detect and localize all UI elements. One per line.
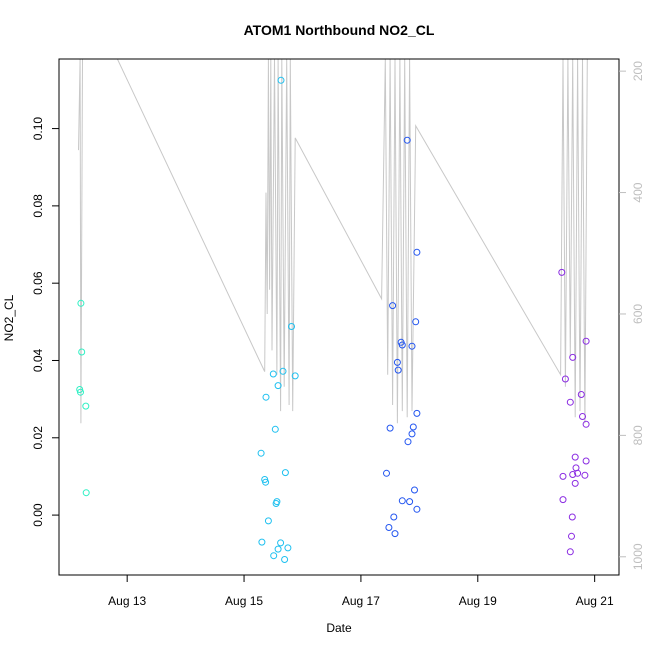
data-point bbox=[383, 469, 390, 477]
x-tick-label: Aug 21 bbox=[576, 594, 614, 608]
data-point bbox=[398, 341, 406, 349]
y-tick-label: 0.10 bbox=[31, 117, 45, 141]
data-point bbox=[262, 478, 270, 486]
data-point bbox=[385, 524, 393, 531]
data-point bbox=[77, 299, 85, 307]
data-point bbox=[569, 353, 577, 361]
y2-tick-label: 600 bbox=[631, 304, 645, 324]
data-point bbox=[277, 539, 285, 547]
data-point bbox=[568, 532, 575, 540]
data-point bbox=[413, 248, 421, 256]
data-point bbox=[78, 348, 86, 356]
data-point bbox=[412, 318, 420, 326]
points-layer bbox=[76, 76, 590, 563]
x-tick-label: Aug 19 bbox=[459, 594, 497, 608]
y2-tick-label: 400 bbox=[631, 182, 645, 202]
data-point bbox=[398, 497, 406, 505]
data-point bbox=[582, 337, 590, 345]
data-point bbox=[558, 268, 566, 276]
data-point bbox=[408, 430, 416, 438]
data-point bbox=[264, 517, 272, 525]
data-point bbox=[271, 425, 279, 433]
data-point bbox=[82, 489, 90, 497]
data-point bbox=[262, 393, 270, 401]
data-point bbox=[569, 471, 577, 478]
data-point bbox=[391, 530, 399, 538]
y2-tick-label: 1000 bbox=[631, 543, 645, 570]
x-tick-label: Aug 13 bbox=[108, 594, 146, 608]
data-point bbox=[582, 457, 590, 465]
x-axis-label: Date bbox=[326, 621, 352, 635]
data-point bbox=[274, 545, 282, 553]
data-point bbox=[386, 424, 394, 432]
data-point bbox=[284, 544, 292, 552]
data-point bbox=[291, 372, 299, 380]
y-tick-label: 0.04 bbox=[31, 348, 45, 372]
chart-title: ATOM1 Northbound NO2_CL bbox=[244, 22, 435, 38]
data-point bbox=[269, 370, 277, 378]
data-point bbox=[272, 500, 280, 507]
data-point bbox=[559, 472, 567, 480]
y-tick-label: 0.00 bbox=[31, 503, 45, 527]
data-point bbox=[403, 136, 411, 144]
data-point bbox=[389, 302, 397, 310]
data-point bbox=[577, 391, 585, 398]
y2-tick-label: 800 bbox=[631, 425, 645, 445]
data-point bbox=[582, 420, 590, 428]
data-point bbox=[404, 438, 412, 446]
data-point bbox=[270, 552, 278, 560]
data-point bbox=[281, 469, 289, 477]
plot-frame bbox=[58, 58, 620, 576]
secondary-series-line bbox=[78, 58, 588, 424]
data-point bbox=[413, 505, 421, 513]
y-tick-label: 0.02 bbox=[31, 426, 45, 450]
data-point bbox=[274, 382, 282, 390]
data-point bbox=[281, 556, 289, 563]
data-point bbox=[279, 367, 287, 375]
data-point bbox=[277, 76, 285, 84]
data-point bbox=[288, 323, 295, 330]
data-point bbox=[258, 538, 266, 546]
data-point bbox=[82, 402, 90, 410]
x-tick-label: Aug 17 bbox=[342, 594, 380, 608]
data-point bbox=[574, 469, 582, 477]
data-point bbox=[77, 388, 84, 396]
data-point bbox=[571, 453, 579, 461]
data-point bbox=[579, 413, 586, 420]
y-axis-label: NO2_CL bbox=[2, 294, 16, 341]
data-point bbox=[406, 498, 414, 506]
data-point bbox=[409, 423, 417, 431]
secondary-line-layer bbox=[78, 58, 588, 424]
y-tick-label: 0.08 bbox=[31, 194, 45, 218]
x-tick-label: Aug 15 bbox=[225, 594, 263, 608]
data-point bbox=[566, 548, 574, 556]
data-point bbox=[257, 449, 265, 457]
data-point bbox=[393, 358, 401, 366]
axes-layer: Aug 13 Aug 15 Aug 17 Aug 19 Aug 21 0.00 0.02 0.… bbox=[31, 58, 645, 608]
data-point bbox=[394, 366, 402, 374]
data-point bbox=[566, 398, 574, 406]
y2-tick-label: 200 bbox=[631, 61, 645, 81]
data-point bbox=[561, 375, 569, 383]
data-point bbox=[568, 513, 576, 521]
data-point bbox=[559, 496, 567, 504]
data-point bbox=[411, 486, 418, 494]
data-point bbox=[390, 513, 398, 521]
y-tick-label: 0.06 bbox=[31, 271, 45, 295]
data-point bbox=[581, 471, 589, 479]
data-point bbox=[413, 409, 421, 417]
data-point bbox=[408, 342, 416, 350]
data-point bbox=[571, 479, 579, 487]
